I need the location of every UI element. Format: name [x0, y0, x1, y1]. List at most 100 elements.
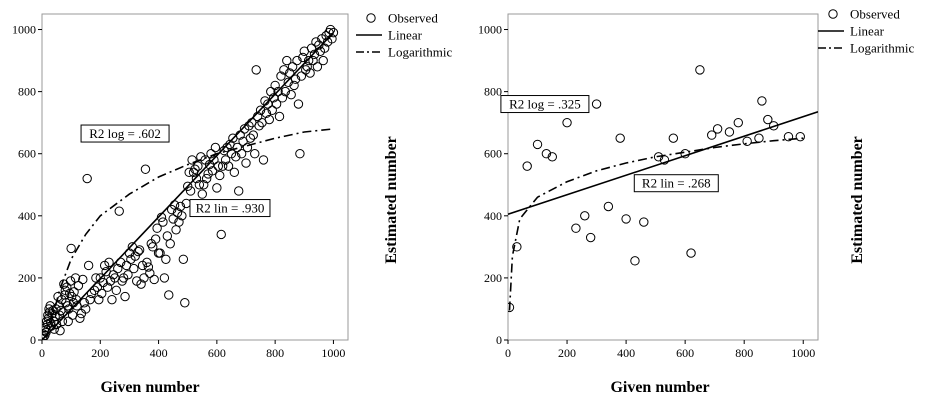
r2-annotation-label: R2 lin = .930 — [196, 201, 265, 216]
left-scatter-chart: 0 200 400 600 800 1000 0 200 400 600 800 1000 Given … — [12, 11, 452, 397]
observed-point — [139, 273, 149, 283]
observed-point — [86, 288, 97, 299]
observed-point — [123, 270, 133, 280]
observed-point — [207, 166, 218, 176]
observed-point — [210, 142, 221, 153]
observed-point — [541, 149, 552, 159]
observed-point — [285, 68, 295, 78]
r2-annotation-box — [500, 95, 590, 114]
observed-point — [66, 243, 76, 254]
observed-point — [547, 152, 557, 162]
observed-point — [276, 71, 286, 81]
observed-point — [280, 86, 291, 97]
x-tick-label: 600 — [208, 346, 226, 360]
observed-point — [155, 248, 165, 258]
observed-point — [102, 282, 113, 292]
observed-point — [216, 229, 226, 240]
y-tick-label: 1000 — [12, 23, 36, 37]
observed-point — [282, 55, 292, 66]
y-tick-label: 400 — [18, 209, 36, 223]
y-tick-label: 200 — [484, 271, 502, 285]
legend-label: Linear — [388, 28, 423, 43]
legend: Observed Linear Logarithmic — [356, 11, 452, 60]
observed-point — [639, 217, 649, 227]
observed-point — [273, 86, 283, 97]
logarithmic-fit-line — [508, 137, 804, 311]
observed-point — [707, 130, 717, 140]
observed-point — [130, 251, 140, 261]
observed-point — [585, 232, 596, 243]
observed-point — [258, 155, 269, 165]
observed-point — [145, 268, 155, 278]
observed-point — [83, 260, 94, 271]
observed-point — [615, 133, 625, 143]
observed-point — [57, 316, 68, 327]
x-tick-label: 600 — [676, 346, 694, 360]
r2-annotation-label: R2 log = .602 — [89, 126, 161, 141]
observed-point — [220, 155, 231, 165]
y-tick-label: 600 — [484, 147, 502, 161]
observed-point — [217, 161, 228, 171]
observed-point — [296, 71, 307, 81]
observed-point — [241, 158, 251, 168]
observed-point — [113, 263, 123, 274]
observed-point — [78, 274, 88, 285]
legend-label: Logarithmic — [388, 45, 452, 60]
observed-point — [236, 149, 247, 159]
observed-point — [668, 133, 679, 143]
observed-point — [270, 80, 280, 91]
y-tick-label: 200 — [18, 271, 36, 285]
x-tick-label: 1000 — [791, 346, 815, 360]
legend-label: Logarithmic — [850, 41, 914, 56]
observed-point — [213, 161, 224, 171]
observed-point — [621, 214, 631, 224]
observed-point — [81, 304, 91, 314]
observed-point — [114, 206, 124, 216]
observed-point — [162, 231, 173, 241]
r2-annotation-box — [189, 199, 271, 218]
observed-point — [142, 257, 152, 268]
observed-point — [695, 65, 705, 75]
observed-point — [298, 52, 308, 63]
observed-point — [94, 294, 104, 305]
observed-point — [290, 74, 301, 84]
observed-point — [64, 288, 75, 299]
observed-point — [231, 152, 241, 162]
observed-point — [42, 332, 49, 340]
observed-point — [129, 263, 139, 274]
observed-point — [264, 114, 275, 125]
observed-point — [161, 254, 171, 264]
observed-point — [591, 99, 602, 109]
observed-point — [63, 316, 73, 327]
observed-point — [311, 37, 321, 47]
observed-point — [134, 245, 145, 255]
observed-point — [686, 248, 696, 258]
observed-point — [302, 62, 312, 72]
observed-point — [197, 189, 207, 199]
observed-point — [279, 65, 289, 75]
observed-point — [261, 108, 272, 119]
observed-point — [177, 211, 187, 221]
observed-point — [79, 298, 89, 308]
x-tick-label: 0 — [505, 346, 511, 360]
observed-point — [120, 291, 130, 302]
observed-point — [266, 86, 276, 97]
observed-point — [292, 55, 302, 66]
y-tick-label: 0 — [30, 333, 36, 347]
observed-point — [185, 186, 196, 196]
observed-point — [143, 262, 154, 272]
x-tick-label: 400 — [150, 346, 168, 360]
observed-point — [309, 49, 320, 60]
observed-point — [630, 256, 640, 266]
observed-point — [136, 279, 146, 289]
observed-point — [522, 161, 532, 171]
x-tick-label: 1000 — [321, 346, 345, 360]
observed-point — [92, 282, 103, 292]
observed-point — [653, 152, 664, 162]
y-axis-label: Estimated number — [383, 136, 400, 264]
observed-point — [183, 181, 193, 192]
observed-point — [215, 170, 225, 181]
observed-point — [303, 55, 314, 66]
observed-point — [164, 290, 174, 300]
observed-point — [314, 40, 324, 50]
